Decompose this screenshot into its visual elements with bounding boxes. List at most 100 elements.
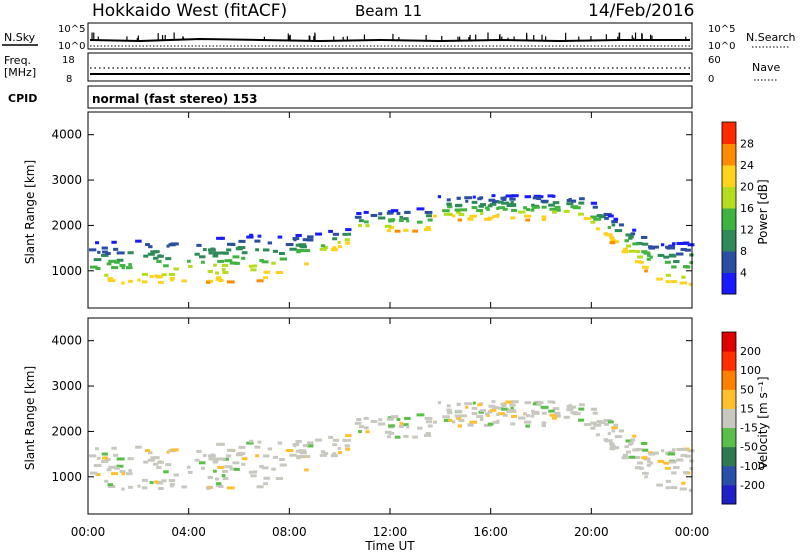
power-cell: [97, 250, 101, 254]
power-cell: [394, 229, 401, 233]
velocity-cell: [649, 461, 653, 465]
velocity-cell: [107, 485, 116, 489]
power-cell: [399, 215, 404, 219]
velocity-cell: [477, 403, 482, 407]
velocity-cell: [432, 420, 437, 424]
noise-tick-bottom-left: 10^0: [58, 41, 85, 52]
velocity-cell: [344, 444, 350, 448]
velocity-cell: [455, 409, 463, 413]
colorbar-segment: [722, 122, 736, 144]
power-cell: [111, 240, 117, 244]
colorbar-segment: [722, 229, 736, 252]
power-cell: [641, 242, 649, 246]
velocity-cell: [607, 420, 614, 424]
velocity-cell: [621, 456, 629, 460]
velocity-cell: [660, 449, 665, 453]
velocity-cell: [302, 444, 309, 448]
velocity-cell: [663, 461, 670, 465]
x-tick-label: 00:00: [71, 525, 106, 539]
power-cell: [181, 279, 187, 283]
power-cell: [156, 260, 162, 264]
power-cell: [342, 232, 348, 236]
velocity-cell: [618, 429, 624, 433]
power-cell: [198, 255, 206, 259]
power-cell: [672, 242, 676, 246]
power-cell: [442, 209, 450, 213]
power-ylabel: Slant Range [km]: [23, 160, 37, 264]
velocity-cell: [552, 407, 560, 411]
velocity-cell: [667, 452, 676, 456]
power-cell: [148, 245, 153, 249]
velocity-cell: [448, 418, 453, 422]
velocity-cell: [166, 450, 170, 454]
power-cell: [358, 219, 364, 223]
power-cell: [492, 214, 500, 218]
velocity-cell: [154, 480, 159, 484]
velocity-cell: [230, 448, 235, 452]
power-cell: [551, 210, 557, 214]
velocity-cell: [259, 464, 264, 468]
power-cell: [665, 280, 670, 284]
power-cell: [257, 234, 262, 238]
velocity-cell: [250, 474, 257, 478]
velocity-cell: [394, 435, 401, 439]
velocity-cell: [518, 416, 526, 420]
colorbar-tick: 8: [740, 245, 747, 258]
velocity-cell: [323, 452, 329, 456]
power-cell: [241, 256, 246, 260]
velocity-cell: [315, 438, 323, 442]
power-cell: [614, 229, 623, 233]
power-cell: [168, 273, 176, 277]
y-tick-label: 1000: [51, 470, 82, 484]
power-cell: [497, 206, 505, 210]
velocity-cell: [187, 470, 193, 474]
velocity-cell: [664, 466, 671, 470]
power-cell: [509, 197, 516, 201]
velocity-cell: [480, 418, 484, 422]
velocity-cell: [330, 454, 338, 458]
power-cell: [296, 248, 304, 252]
colorbar-tick: 4: [740, 267, 747, 280]
velocity-cell: [365, 430, 370, 434]
power-cell: [496, 206, 500, 210]
power-cell: [261, 260, 269, 264]
velocity-cell: [226, 486, 235, 490]
velocity-cell: [106, 468, 112, 472]
power-cell: [510, 216, 516, 220]
velocity-cell: [298, 450, 303, 454]
power-cell: [386, 229, 392, 233]
power-cell: [609, 238, 616, 242]
velocity-cell: [143, 460, 149, 464]
velocity-cell: [459, 414, 468, 418]
power-cell: [161, 273, 167, 277]
velocity-cell: [609, 444, 616, 448]
velocity-cell: [681, 481, 686, 485]
velocity-cell: [262, 454, 270, 458]
velocity-cells: [88, 400, 695, 492]
velocity-cell: [386, 435, 392, 439]
power-cell: [332, 237, 338, 241]
velocity-cell: [648, 452, 656, 456]
velocity-cell: [684, 454, 691, 458]
velocity-cell: [403, 434, 409, 438]
velocity-cell: [447, 411, 453, 415]
x-tick-label: 20:00: [574, 525, 609, 539]
colorbar-tick: 100: [740, 364, 761, 377]
power-cell: [166, 244, 170, 248]
velocity-cell: [345, 447, 349, 451]
velocity-cell: [217, 465, 225, 469]
velocity-cell: [300, 451, 307, 455]
power-cell: [657, 253, 665, 257]
colorbar-segment: [722, 484, 736, 505]
velocity-cell: [141, 478, 148, 482]
velocity-colorbar: 200 100 50 15 -15 -50 -100 -200: [721, 331, 765, 505]
velocity-cell: [206, 486, 211, 490]
power-cell: [126, 266, 133, 270]
power-cell: [328, 229, 333, 233]
power-cell: [348, 232, 352, 236]
velocity-cell: [108, 465, 116, 469]
velocity-cell: [358, 430, 362, 434]
power-cell: [143, 254, 149, 258]
power-cell: [523, 214, 532, 218]
velocity-cell: [665, 486, 670, 490]
